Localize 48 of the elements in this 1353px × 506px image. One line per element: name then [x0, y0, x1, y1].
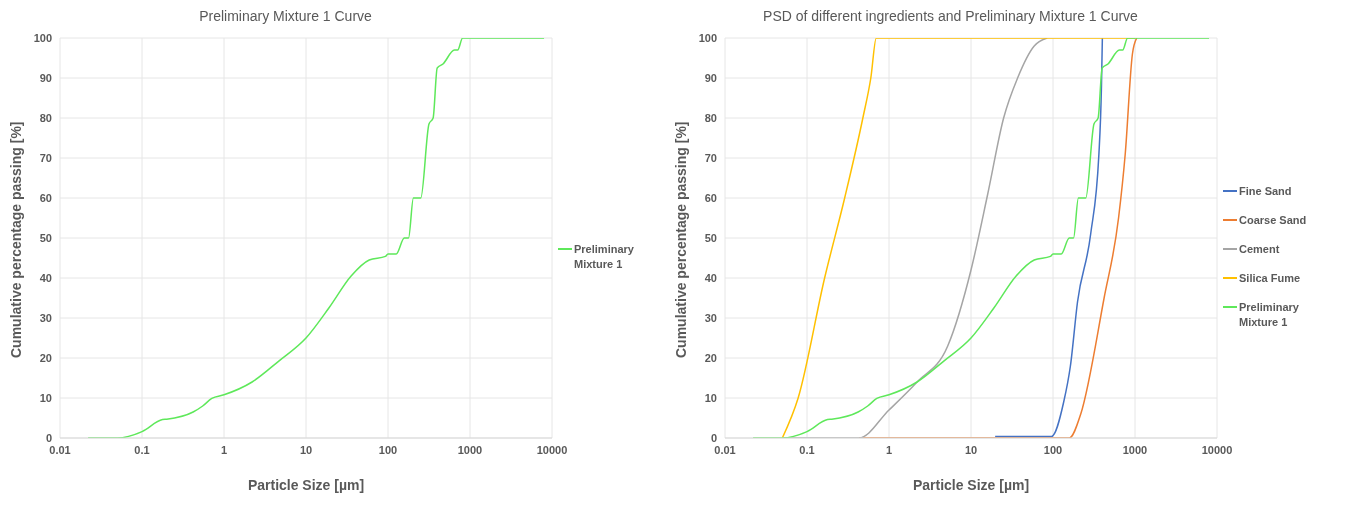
x-tick-label: 0.01 [49, 443, 71, 456]
x-tick-label: 10000 [1201, 443, 1233, 456]
y-tick-label: 30 [39, 311, 52, 324]
y-axis-title: Cumulative percentage passing [%] [672, 121, 689, 358]
legend-label: Fine Sand [1239, 184, 1293, 199]
y-tick-label: 10 [39, 391, 52, 404]
y-tick-label: 80 [39, 111, 52, 124]
chart-title: PSD of different ingredients and Preliminary Mixture 1 Curve [762, 8, 1139, 26]
y-tick-label: 10 [704, 391, 717, 404]
legend-label: Silica Fume [1239, 271, 1302, 286]
y-tick-label: 100 [33, 31, 52, 44]
x-tick-label: 10 [964, 443, 978, 456]
y-tick-label: 100 [698, 31, 717, 44]
x-tick-label: 0.1 [799, 443, 815, 456]
y-tick-label: 20 [704, 351, 717, 364]
x-tick-label: 100 [1043, 443, 1063, 456]
chart-title: Preliminary Mixture 1 Curve [198, 8, 373, 26]
legend-label: Cement [1239, 242, 1281, 257]
legend-label: Coarse Sand [1239, 213, 1308, 228]
y-tick-label: 0 [710, 431, 717, 444]
x-tick-label: 1 [885, 443, 893, 456]
y-tick-label: 60 [39, 191, 52, 204]
y-tick-label: 40 [704, 271, 717, 284]
y-axis-title: Cumulative percentage passing [%] [7, 121, 24, 358]
legend-label: Preliminary Mixture 1 [574, 242, 635, 272]
y-tick-label: 60 [704, 191, 717, 204]
x-tick-label: 0.01 [714, 443, 736, 456]
y-tick-label: 20 [39, 351, 52, 364]
x-axis-title: Particle Size [µm] [912, 477, 1030, 493]
y-tick-label: 0 [45, 431, 52, 444]
x-tick-label: 0.1 [134, 443, 150, 456]
y-tick-label: 90 [39, 71, 52, 84]
y-tick-label: 70 [39, 151, 52, 164]
y-tick-label: 30 [704, 311, 717, 324]
y-tick-label: 50 [39, 231, 52, 244]
x-tick-label: 1000 [457, 443, 483, 456]
y-tick-label: 40 [39, 271, 52, 284]
x-tick-label: 1 [220, 443, 228, 456]
x-tick-label: 10000 [536, 443, 568, 456]
x-tick-label: 100 [378, 443, 398, 456]
y-tick-label: 80 [704, 111, 717, 124]
x-tick-label: 1000 [1122, 443, 1148, 456]
y-tick-label: 90 [704, 71, 717, 84]
x-tick-label: 10 [299, 443, 313, 456]
y-tick-label: 50 [704, 231, 717, 244]
legend-label: Preliminary Mixture 1 [1239, 300, 1300, 330]
x-axis-title: Particle Size [µm] [247, 477, 365, 493]
y-tick-label: 70 [704, 151, 717, 164]
